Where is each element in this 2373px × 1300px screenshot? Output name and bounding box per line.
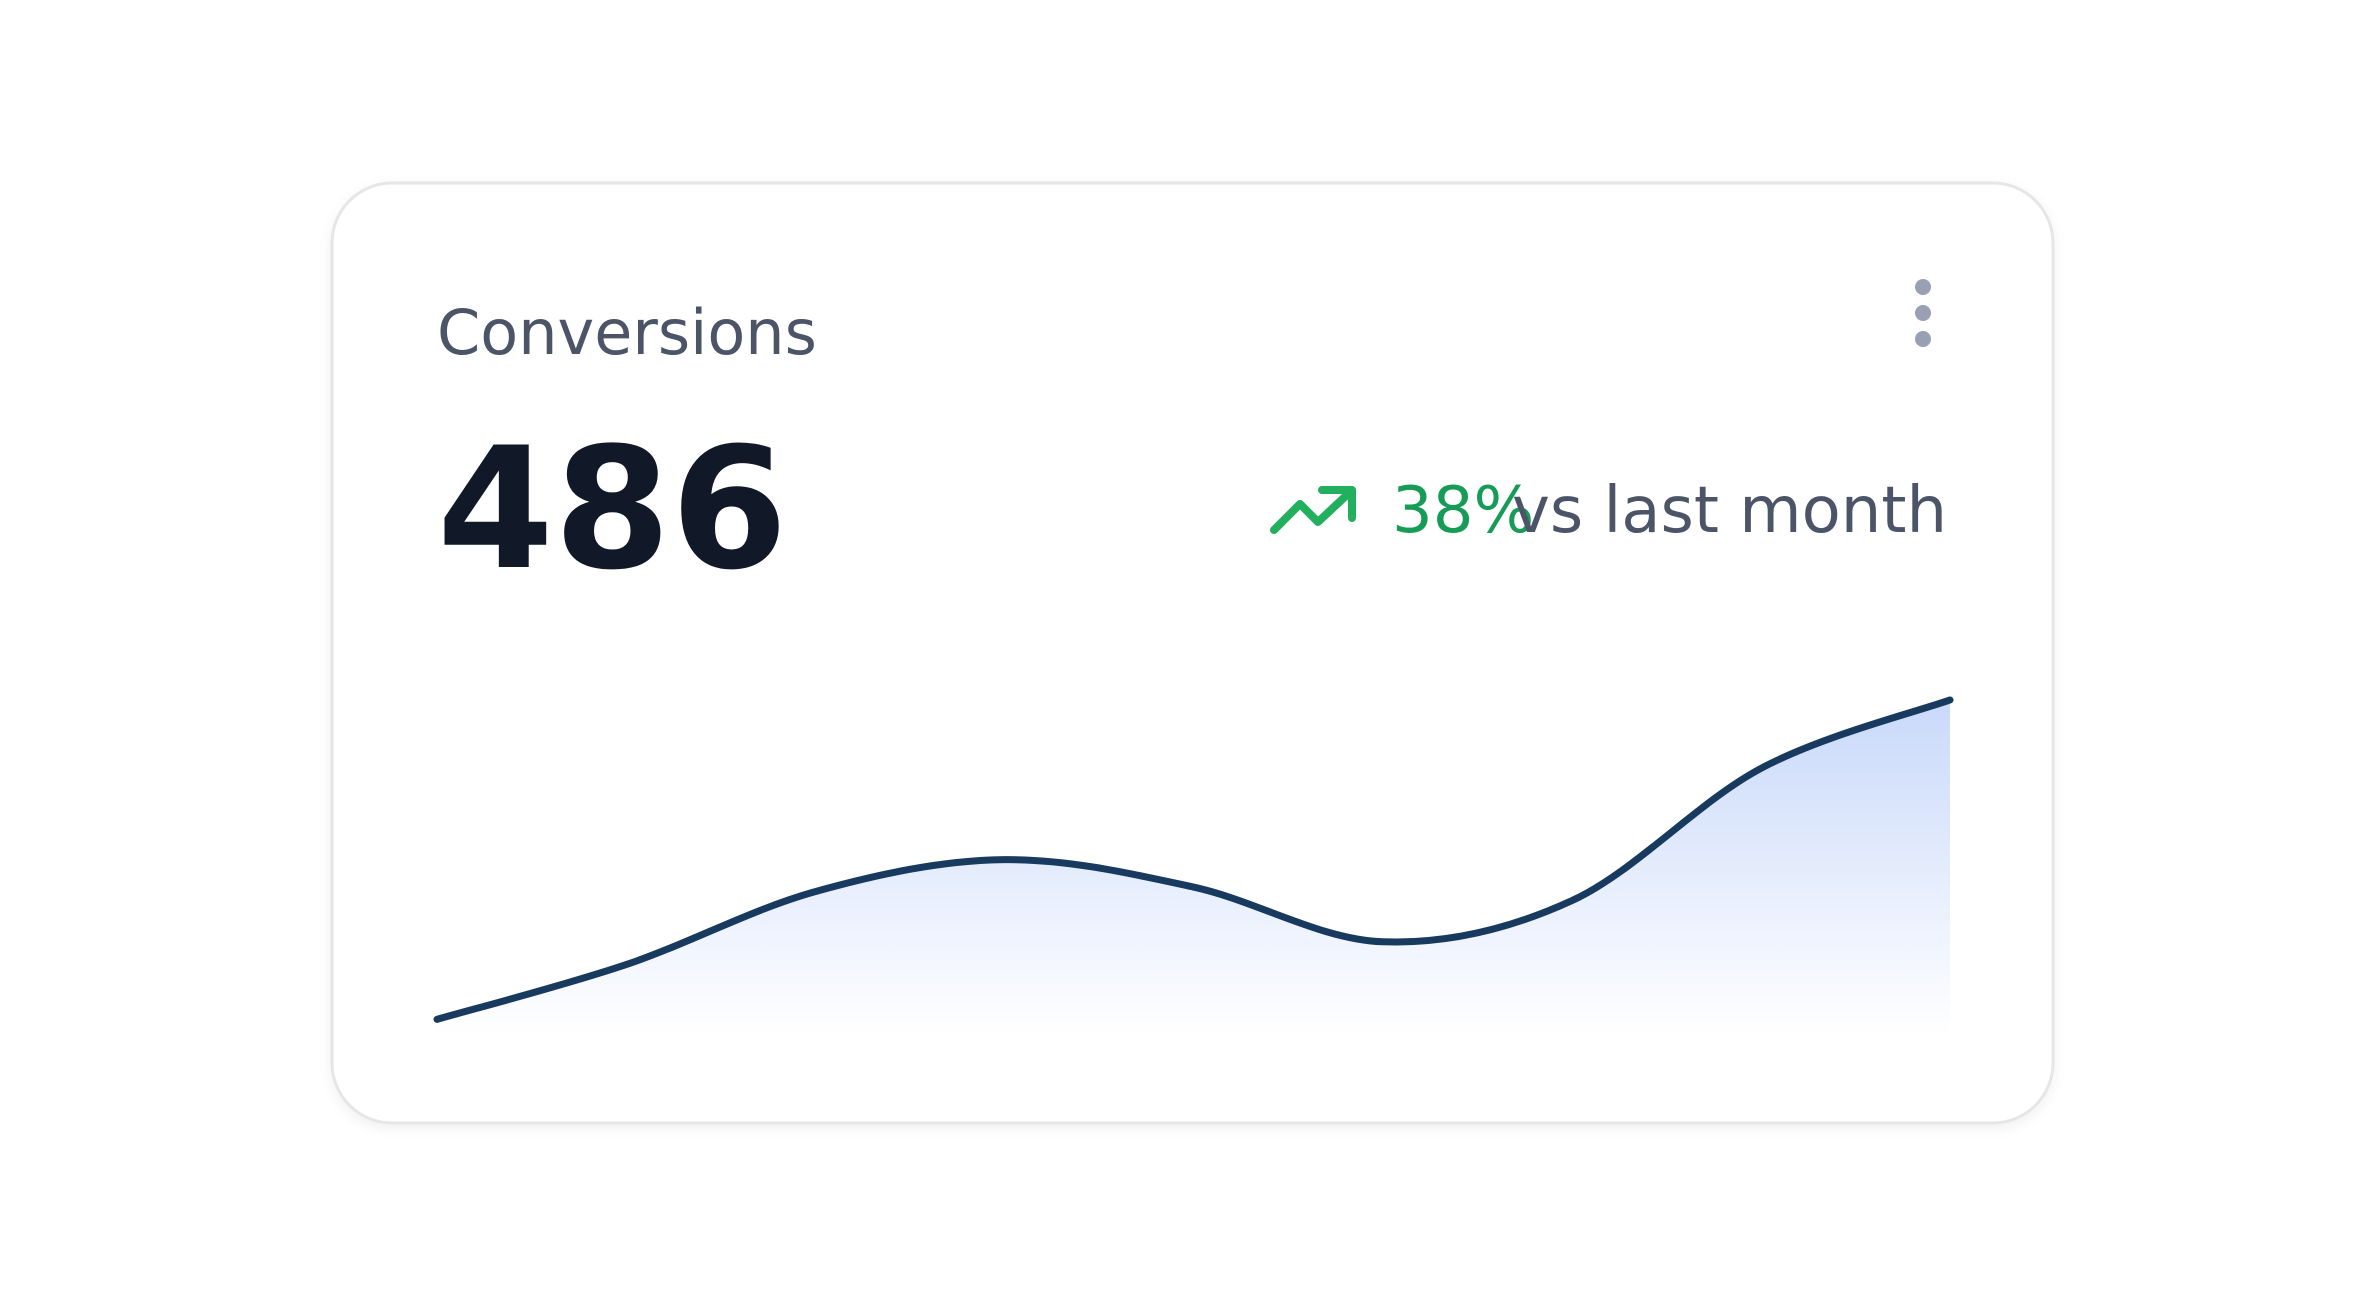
more-menu[interactable] [1898, 270, 1948, 356]
sparkline-area [437, 699, 1950, 1035]
trend-up-icon [1270, 486, 1356, 534]
comparison-label: vs last month [1512, 474, 1947, 548]
change-percent: 38% [1392, 474, 1534, 548]
card-title: Conversions [437, 296, 817, 369]
metric-value: 486 [437, 411, 788, 607]
sparkline-line [433, 696, 1954, 1023]
